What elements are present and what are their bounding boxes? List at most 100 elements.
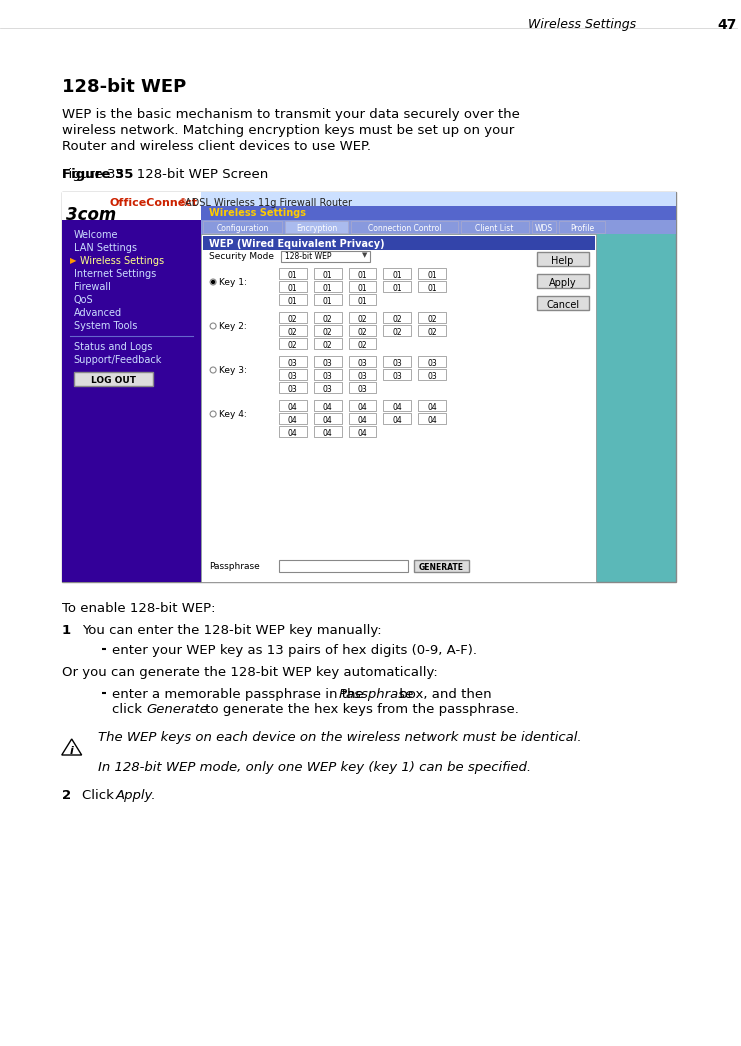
Text: Apply.: Apply.: [116, 789, 156, 802]
Text: 01: 01: [323, 285, 333, 293]
Text: Cancel: Cancel: [546, 300, 579, 310]
FancyBboxPatch shape: [279, 338, 307, 349]
Text: Help: Help: [551, 256, 574, 266]
Text: In 128-bit WEP mode, only one WEP key (key 1) can be specified.: In 128-bit WEP mode, only one WEP key (k…: [98, 761, 531, 774]
Text: WDS: WDS: [535, 224, 553, 233]
Text: 01: 01: [323, 297, 333, 306]
Text: Connection Control: Connection Control: [368, 224, 441, 233]
FancyBboxPatch shape: [418, 413, 446, 424]
FancyBboxPatch shape: [383, 413, 411, 424]
Text: Apply: Apply: [549, 278, 576, 288]
FancyBboxPatch shape: [313, 312, 342, 323]
Text: Configuration: Configuration: [216, 224, 269, 233]
Text: 04: 04: [323, 416, 333, 425]
FancyBboxPatch shape: [279, 312, 307, 323]
Text: 04: 04: [323, 403, 333, 412]
Text: Profile: Profile: [571, 224, 594, 233]
FancyBboxPatch shape: [285, 221, 348, 233]
FancyBboxPatch shape: [348, 382, 376, 393]
FancyBboxPatch shape: [536, 296, 588, 310]
Text: 03: 03: [358, 385, 368, 394]
FancyBboxPatch shape: [313, 338, 342, 349]
FancyBboxPatch shape: [62, 192, 676, 582]
FancyBboxPatch shape: [279, 356, 307, 367]
Text: Figure 35: Figure 35: [62, 168, 133, 181]
Text: ▼: ▼: [362, 252, 368, 258]
FancyBboxPatch shape: [383, 369, 411, 380]
Text: 03: 03: [358, 359, 368, 368]
FancyBboxPatch shape: [418, 356, 446, 367]
Text: 02: 02: [288, 328, 298, 337]
Text: 3com: 3com: [66, 206, 116, 224]
Text: 04: 04: [358, 416, 368, 425]
FancyBboxPatch shape: [313, 268, 342, 279]
Text: 04: 04: [428, 403, 437, 412]
Text: 02: 02: [358, 328, 368, 337]
Text: 01: 01: [288, 271, 298, 280]
Text: 03: 03: [323, 385, 333, 394]
FancyBboxPatch shape: [348, 356, 376, 367]
Text: LOG OUT: LOG OUT: [91, 376, 136, 385]
FancyBboxPatch shape: [461, 221, 529, 233]
Text: 02: 02: [288, 315, 298, 324]
FancyBboxPatch shape: [418, 268, 446, 279]
FancyBboxPatch shape: [418, 369, 446, 380]
FancyBboxPatch shape: [313, 382, 342, 393]
Text: i: i: [70, 746, 73, 756]
FancyBboxPatch shape: [279, 560, 408, 572]
Text: LAN Settings: LAN Settings: [73, 243, 136, 253]
FancyBboxPatch shape: [351, 221, 458, 233]
Text: enter your WEP key as 13 pairs of hex digits (0-9, A-F).: enter your WEP key as 13 pairs of hex di…: [112, 644, 476, 657]
FancyBboxPatch shape: [418, 312, 446, 323]
FancyBboxPatch shape: [348, 312, 376, 323]
Text: 01: 01: [288, 285, 298, 293]
Text: Client List: Client List: [476, 224, 514, 233]
Text: 02: 02: [428, 315, 437, 324]
Text: Figure 35   128-bit WEP Screen: Figure 35 128-bit WEP Screen: [62, 168, 268, 181]
FancyBboxPatch shape: [313, 294, 342, 305]
Text: click: click: [112, 703, 146, 717]
Text: Or you can generate the 128-bit WEP key automatically:: Or you can generate the 128-bit WEP key …: [62, 666, 437, 679]
FancyBboxPatch shape: [313, 426, 342, 437]
FancyBboxPatch shape: [559, 221, 605, 233]
Text: ®: ®: [179, 198, 187, 207]
FancyBboxPatch shape: [201, 234, 597, 582]
FancyBboxPatch shape: [383, 312, 411, 323]
Text: Welcome: Welcome: [73, 230, 119, 240]
FancyBboxPatch shape: [532, 221, 556, 233]
Text: Router and wireless client devices to use WEP.: Router and wireless client devices to us…: [62, 140, 370, 153]
Text: Internet Settings: Internet Settings: [73, 269, 156, 279]
FancyBboxPatch shape: [414, 560, 469, 572]
Text: Passphrase: Passphrase: [209, 562, 260, 571]
Polygon shape: [62, 740, 82, 755]
Text: To enable 128-bit WEP:: To enable 128-bit WEP:: [62, 602, 215, 615]
Text: System Tools: System Tools: [73, 321, 137, 331]
Text: 04: 04: [288, 403, 298, 412]
Text: 01: 01: [393, 285, 402, 293]
FancyBboxPatch shape: [62, 192, 676, 220]
Text: 02: 02: [358, 315, 368, 324]
Text: 04: 04: [393, 416, 402, 425]
Text: 03: 03: [358, 372, 368, 381]
FancyBboxPatch shape: [279, 426, 307, 437]
FancyBboxPatch shape: [313, 369, 342, 380]
Text: 128-bit WEP: 128-bit WEP: [285, 252, 331, 262]
Text: 01: 01: [393, 271, 402, 280]
Text: 01: 01: [323, 271, 333, 280]
Text: 01: 01: [428, 285, 437, 293]
Text: 03: 03: [393, 359, 402, 368]
FancyBboxPatch shape: [203, 221, 282, 233]
Text: 03: 03: [323, 372, 333, 381]
Text: Wireless Settings: Wireless Settings: [209, 208, 306, 218]
FancyBboxPatch shape: [203, 236, 594, 250]
Text: Click: Click: [82, 789, 118, 802]
Text: Wireless Settings: Wireless Settings: [528, 18, 636, 31]
Text: 04: 04: [428, 416, 437, 425]
FancyBboxPatch shape: [348, 338, 376, 349]
FancyBboxPatch shape: [62, 192, 201, 244]
FancyBboxPatch shape: [536, 274, 588, 288]
Text: Key 4:: Key 4:: [219, 410, 247, 419]
Text: to generate the hex keys from the passphrase.: to generate the hex keys from the passph…: [201, 703, 519, 717]
Text: 04: 04: [288, 429, 298, 438]
Text: OfficeConnect: OfficeConnect: [110, 198, 198, 208]
